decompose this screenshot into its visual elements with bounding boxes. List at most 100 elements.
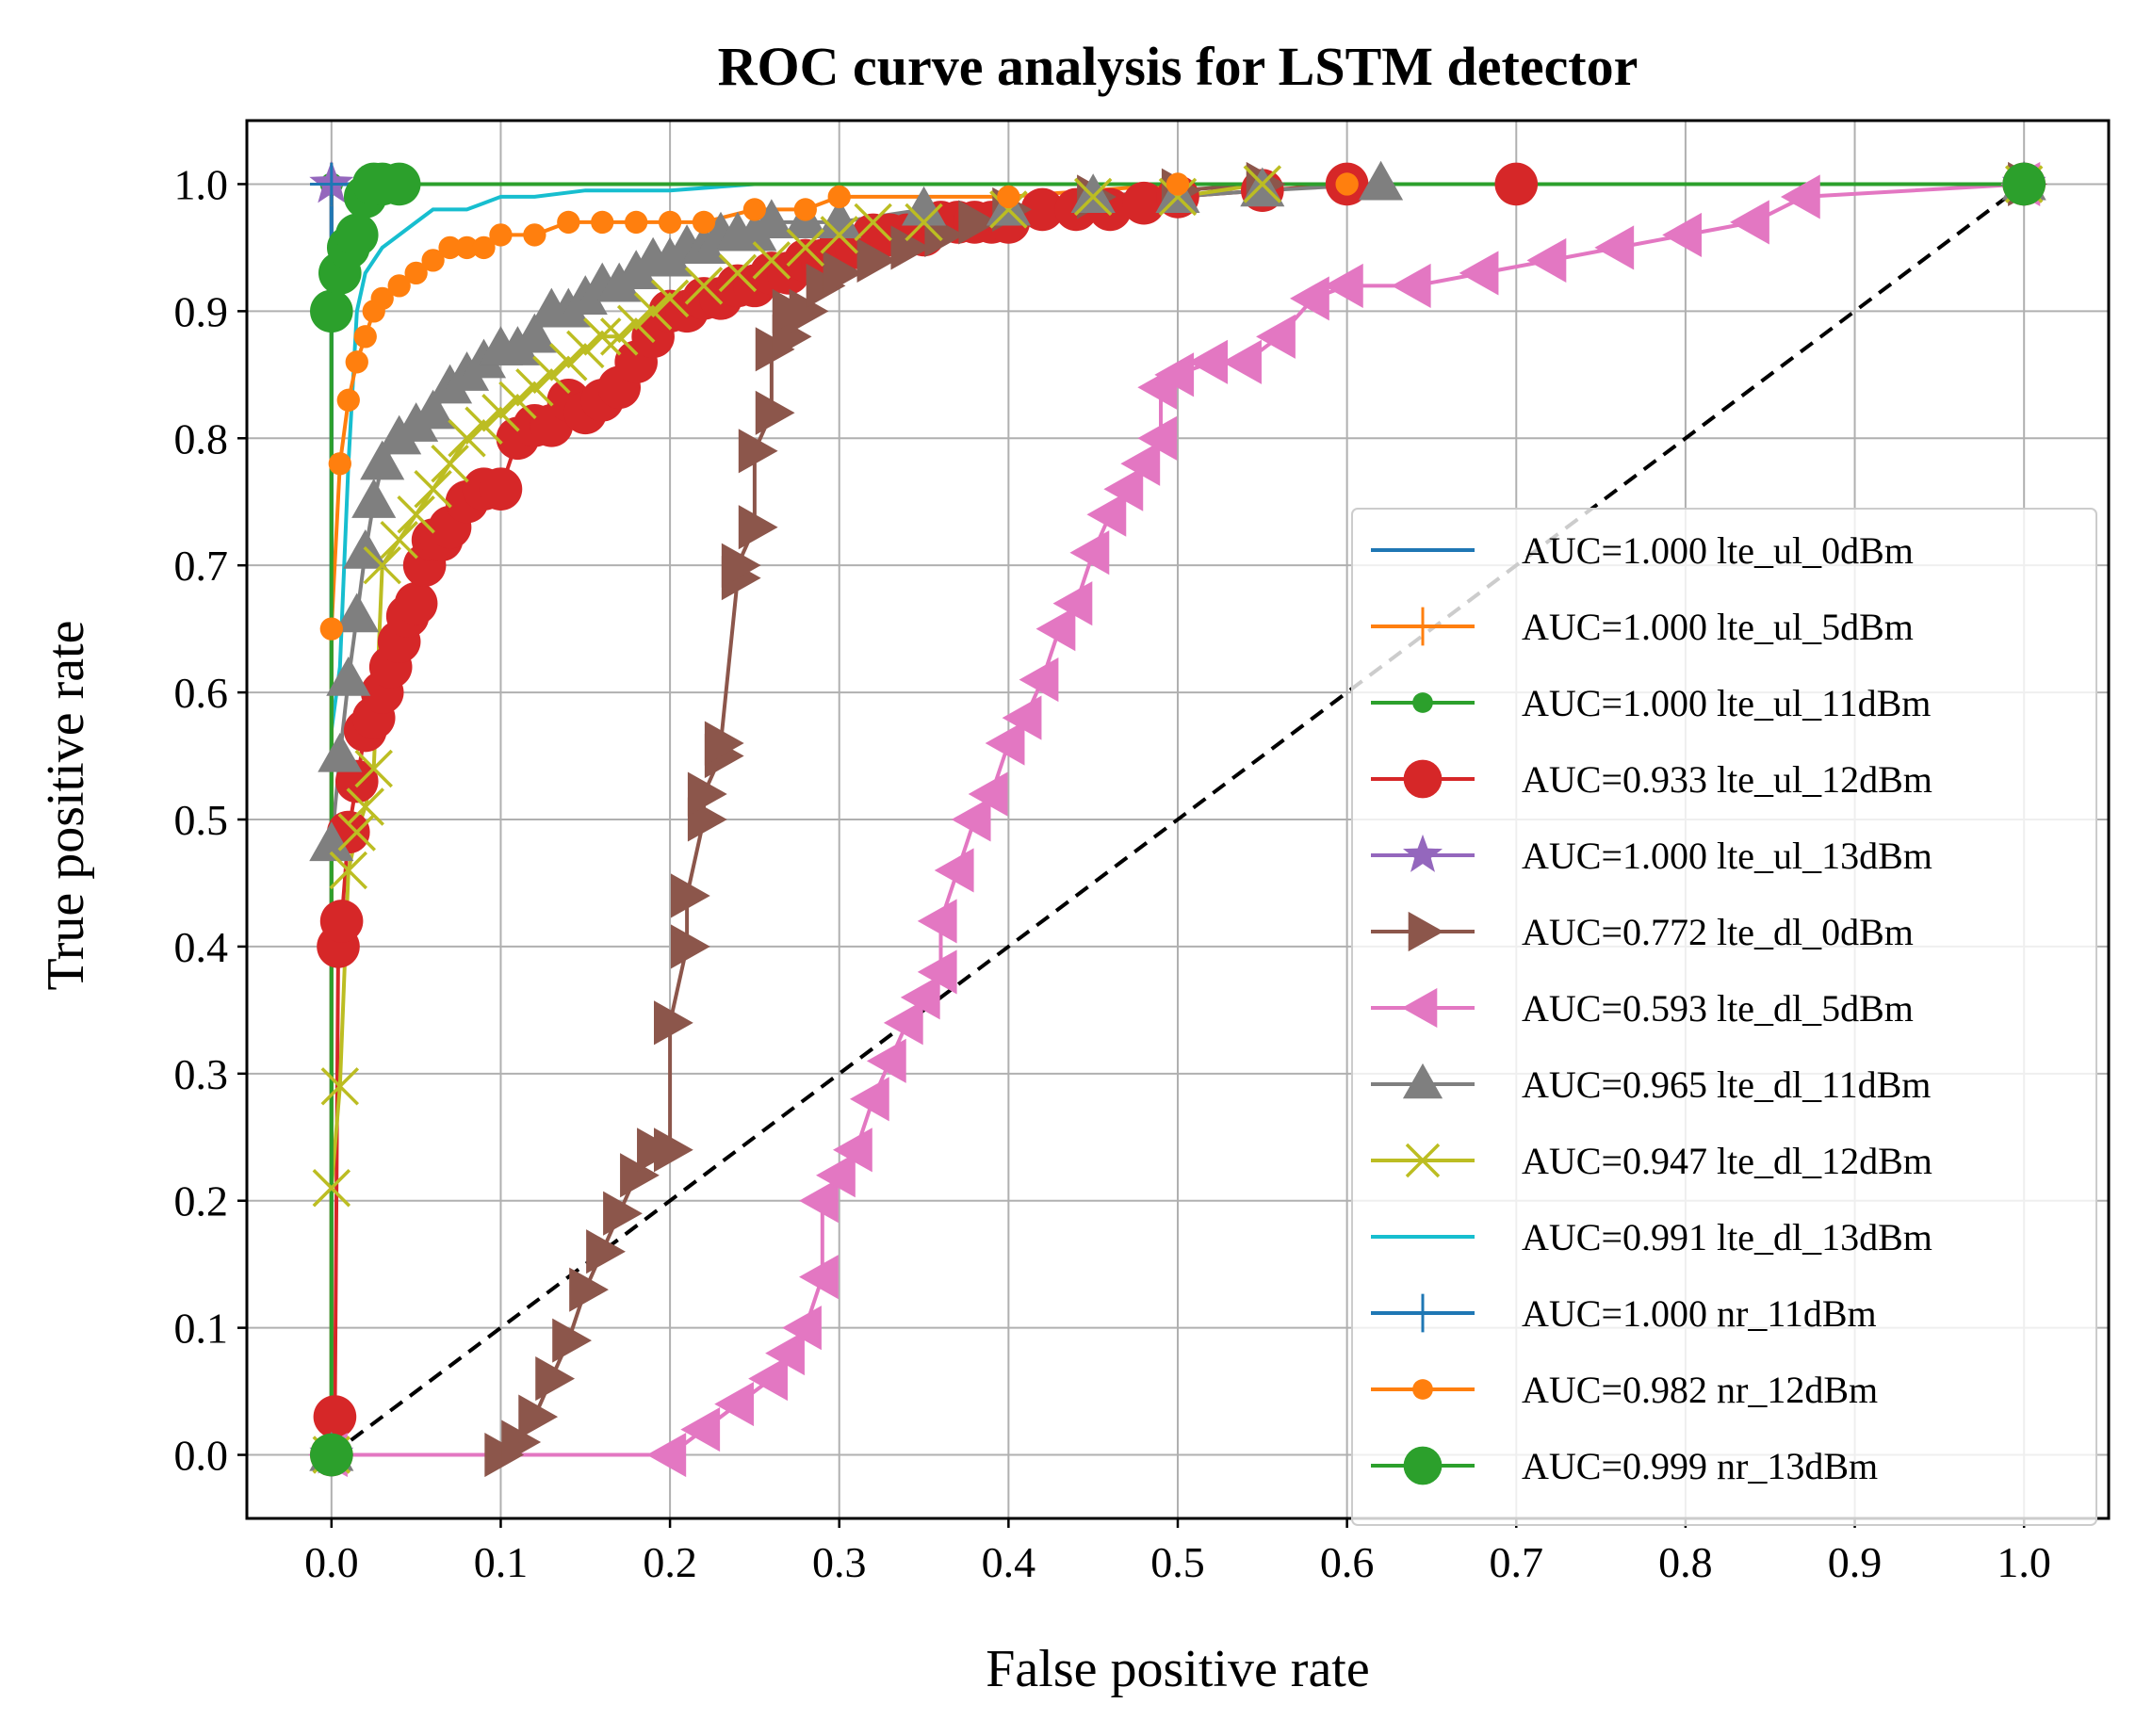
marker-layer	[308, 160, 2047, 1478]
x-tick-label: 0.4	[982, 1538, 1036, 1586]
data-point	[738, 429, 778, 474]
legend-item-auc-1-000-nr-11dbm: AUC=1.000 nr_11dBm	[1371, 1292, 1877, 1335]
data-point	[1335, 172, 1359, 196]
legend-box	[1351, 508, 2097, 1526]
data-point	[951, 797, 991, 842]
data-point	[646, 1432, 687, 1478]
legend-label: AUC=0.947 lte_dl_12dBm	[1522, 1140, 1932, 1182]
data-point	[1323, 263, 1363, 308]
data-point	[377, 162, 421, 206]
legend-label: AUC=0.933 lte_ul_12dBm	[1522, 758, 1932, 801]
data-point	[1158, 177, 1198, 217]
data-point	[866, 1038, 906, 1083]
data-point	[1019, 657, 1059, 703]
data-point	[438, 235, 462, 260]
data-point	[816, 1153, 856, 1198]
data-point	[670, 924, 710, 969]
data-point	[820, 216, 858, 254]
data-point	[599, 317, 639, 356]
x-tick-label: 0.8	[1658, 1538, 1713, 1586]
data-point	[752, 241, 791, 280]
data-point	[313, 1395, 357, 1438]
x-tick-label: 1.0	[1997, 1538, 2051, 1586]
data-point	[569, 1267, 609, 1312]
reference-diagonal-line	[330, 182, 2026, 1457]
series-markers-auc-0-999-nr-13dbm	[310, 162, 2046, 1477]
x-tick-label: 0.0	[304, 1538, 359, 1586]
legend-item-auc-0-991-lte-dl-13dbm: AUC=0.991 lte_dl_13dBm	[1371, 1216, 1932, 1258]
data-point	[552, 1318, 593, 1363]
legend-label: AUC=1.000 lte_ul_11dBm	[1522, 682, 1931, 724]
data-point	[431, 445, 469, 483]
data-point	[789, 288, 829, 333]
data-point	[582, 317, 622, 356]
data-point	[748, 1356, 788, 1402]
legend-item-auc-0-982-nr-12dbm: AUC=0.982 nr_12dBm	[1371, 1369, 1878, 1411]
y-axis-label: True positive rate	[37, 621, 95, 991]
x-tick-label: 0.3	[812, 1538, 867, 1586]
data-point	[755, 390, 795, 435]
data-point	[714, 1382, 755, 1427]
legend-item-auc-1-000-lte-ul-11dbm: AUC=1.000 lte_ul_11dBm	[1371, 682, 1931, 724]
data-point	[985, 721, 1025, 766]
data-point	[518, 1394, 559, 1439]
data-point	[687, 771, 727, 817]
legend-swatch-marker	[1402, 1063, 1443, 1099]
data-point	[718, 253, 758, 293]
x-tick-label: 0.2	[643, 1538, 697, 1586]
data-point	[1070, 173, 1116, 214]
data-point	[329, 851, 368, 890]
x-tick-label: 0.1	[474, 1538, 529, 1586]
data-point	[566, 330, 605, 369]
data-point	[353, 325, 377, 349]
y-tick-label: 0.3	[174, 1050, 229, 1098]
legend-item-auc-0-772-lte-dl-0dbm: AUC=0.772 lte_dl_0dBm	[1371, 911, 1914, 953]
data-point	[489, 223, 513, 247]
data-point	[421, 249, 445, 272]
legend-item-auc-0-999-nr-13dbm: AUC=0.999 nr_13dBm	[1371, 1445, 1878, 1487]
legend-label: AUC=0.999 nr_13dBm	[1522, 1445, 1878, 1487]
data-point	[856, 237, 897, 283]
data-point	[704, 721, 744, 766]
legend: AUC=1.000 lte_ul_0dBm AUC=1.000 lte_ul_5d…	[1351, 508, 2097, 1526]
data-point	[901, 186, 947, 226]
legend-label: AUC=0.982 nr_12dBm	[1522, 1369, 1878, 1411]
data-point	[1526, 237, 1567, 283]
data-point	[1020, 187, 1065, 232]
data-point	[603, 1191, 643, 1236]
data-point	[591, 210, 614, 235]
data-point	[455, 235, 479, 260]
data-point	[351, 479, 397, 518]
series-markers-auc-0-947-lte-dl-12dbm	[312, 165, 2044, 1474]
legend-swatch-marker	[1405, 1143, 1441, 1178]
data-point	[1459, 251, 1499, 296]
data-point	[742, 198, 767, 221]
legend-item-auc-1-000-lte-ul-0dbm: AUC=1.000 lte_ul_0dBm	[1371, 529, 1914, 572]
axis-ticks: 0.0 0.1 0.2 0.3 0.4 0.5 0.6 0.7 0.8 0.9 1.0 0.0 0.1 0…	[174, 160, 2051, 1586]
data-point	[900, 975, 940, 1020]
data-point	[319, 900, 364, 943]
data-point	[387, 274, 411, 298]
data-point	[905, 203, 943, 242]
legend-item-auc-0-947-lte-dl-12dbm: AUC=0.947 lte_dl_12dBm	[1371, 1140, 1932, 1182]
data-point	[1290, 276, 1329, 321]
legend-item-auc-1-000-lte-ul-13dbm: AUC=1.000 lte_ul_13dBm	[1371, 834, 1932, 877]
series-markers-auc-0-982-nr-12dbm	[319, 172, 2036, 1467]
data-point	[1391, 263, 1431, 308]
data-point	[827, 185, 851, 209]
data-point	[380, 520, 418, 560]
data-point	[799, 1255, 839, 1300]
data-point	[849, 1077, 889, 1122]
data-point	[793, 198, 817, 221]
data-point	[319, 617, 343, 641]
series-markers-auc-0-593-lte-dl-5dbm	[308, 161, 2041, 1478]
data-point	[1120, 441, 1161, 486]
data-point	[523, 223, 546, 247]
legend-label: AUC=1.000 lte_ul_13dBm	[1522, 835, 1932, 877]
data-point	[512, 313, 557, 353]
plot-frame	[245, 119, 2111, 1520]
data-point	[958, 200, 999, 245]
legend-label: AUC=0.593 lte_dl_5dBm	[1522, 987, 1914, 1030]
data-point	[1188, 339, 1229, 384]
